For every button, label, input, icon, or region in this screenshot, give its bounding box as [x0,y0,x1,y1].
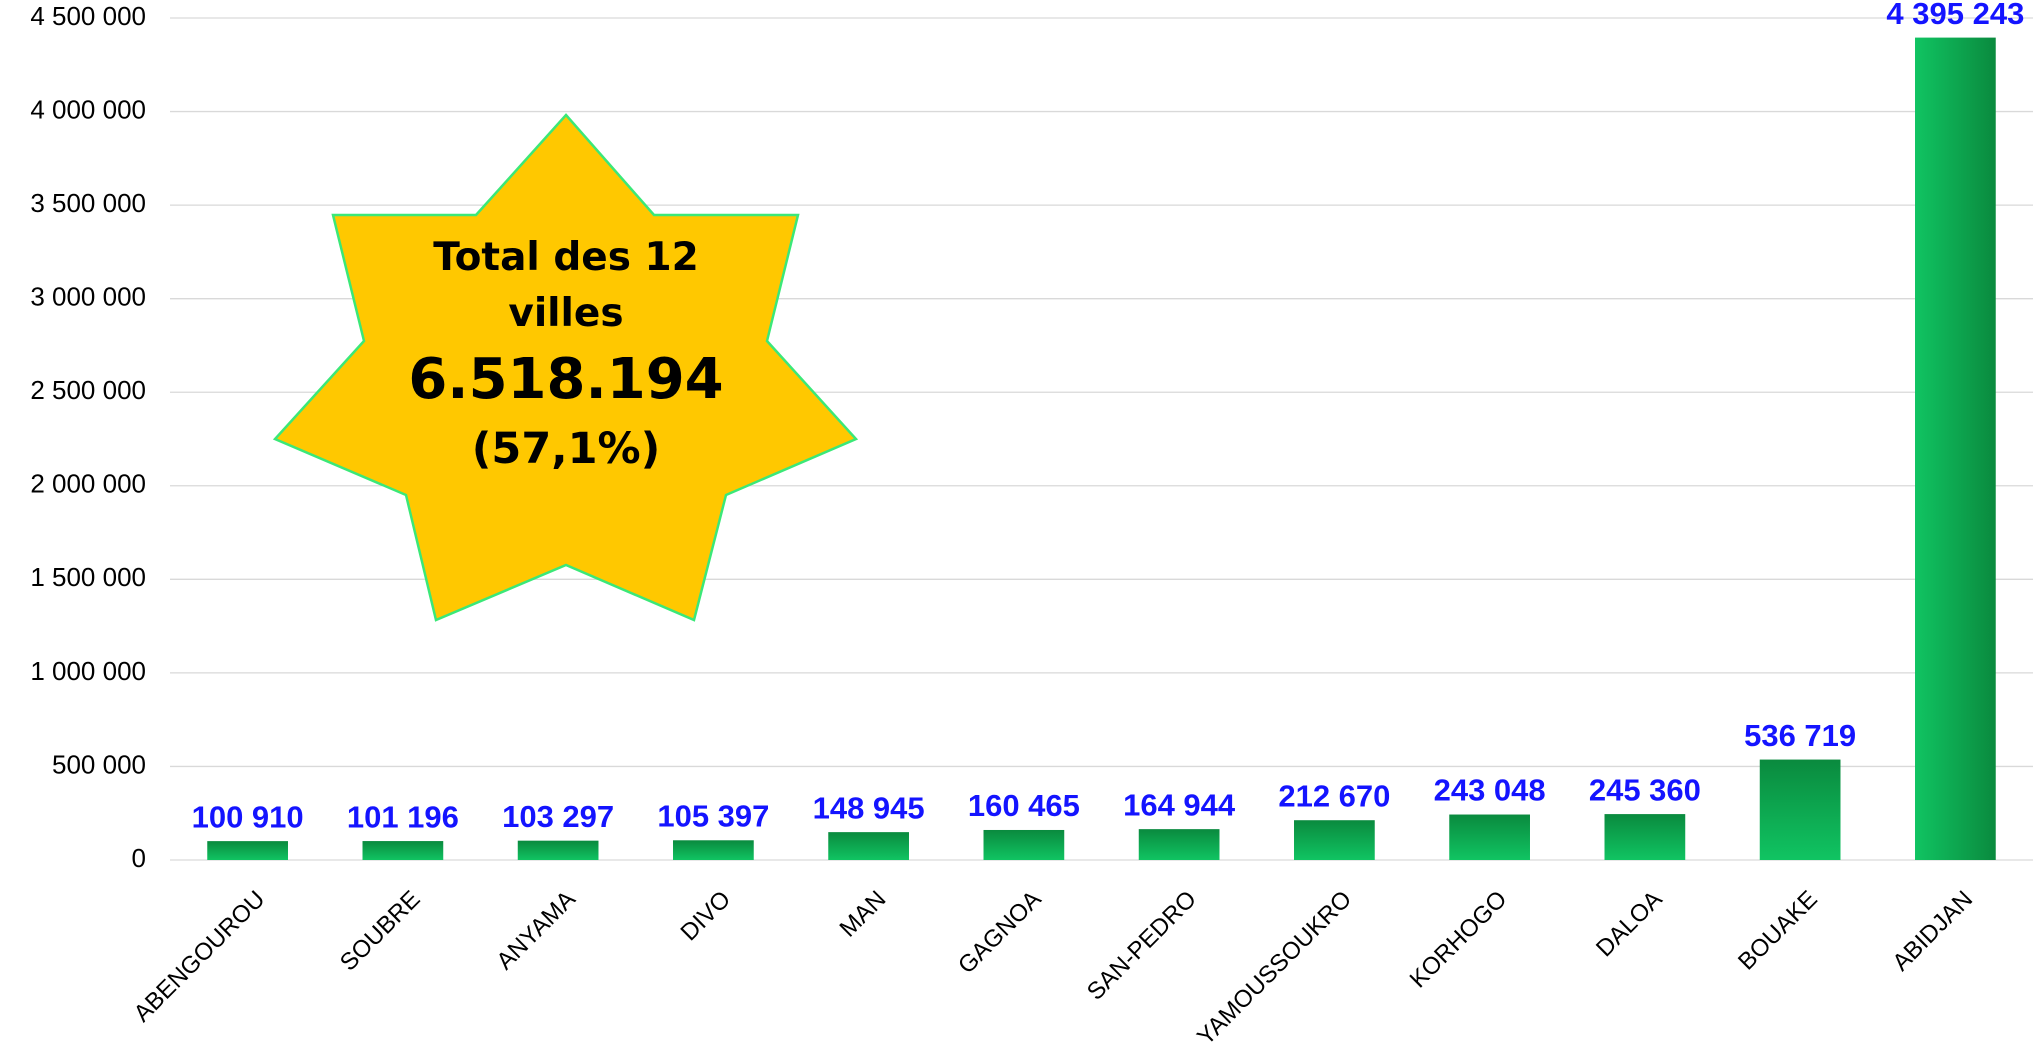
value-label: 105 397 [657,798,769,833]
star-text: Total des 12 villes 6.518.194 (57,1%) [408,235,724,474]
x-tick-label: GAGNOA [953,886,1047,980]
x-tick-label: DIVO [676,886,737,947]
annotation: 6.518.194 [408,347,724,412]
value-label: 148 945 [813,790,925,825]
bar [1294,820,1375,860]
bar [983,829,1065,860]
bar [362,841,444,860]
x-tick-label: ANYAMA [491,886,581,976]
bar [1915,37,1996,861]
value-label: 212 670 [1278,778,1390,813]
value-label: 536 719 [1744,718,1856,753]
bar [1449,814,1530,860]
x-tick-label: YAMOUSSOUKRO [1192,886,1357,1051]
x-tick-label: ABENGOUROU [129,886,271,1028]
y-tick-label: 4 000 000 [30,94,146,124]
x-tick-label: KORHOGO [1405,886,1513,994]
bar [207,841,288,860]
value-label: 4 395 243 [1886,0,2024,31]
y-tick-label: 2 500 000 [30,375,146,405]
value-label: 160 465 [968,788,1080,823]
x-tick-label: BOUAKE [1733,886,1823,976]
y-tick-label: 1 500 000 [30,562,146,592]
x-tick-label: SAN-PEDRO [1082,886,1202,1006]
annotation: (57,1%) [471,424,661,474]
y-tick-label: 1 000 000 [30,656,146,686]
x-tick-label: DALOA [1591,886,1668,963]
x-tick-label: MAN [835,886,892,943]
value-label: 164 944 [1123,787,1236,822]
x-tick-label: ABIDJAN [1887,886,1978,977]
annotation: Total des 12 villes [433,235,699,336]
star-shape [272,113,859,622]
bar [828,832,909,860]
y-tick-label: 500 000 [52,749,146,779]
bar [1604,814,1686,860]
y-tick-label: 2 000 000 [30,469,146,499]
value-label: 100 910 [192,799,304,834]
y-tick-label: 3 000 000 [30,282,146,312]
y-tick-label: 4 500 000 [30,1,146,31]
bar [517,840,599,860]
value-label: 103 297 [502,799,614,834]
value-label: 101 196 [347,799,459,834]
value-label: 243 048 [1434,773,1546,808]
x-tick-label: SOUBRE [335,886,426,977]
y-tick-label: 3 500 000 [30,188,146,218]
bar [673,840,754,860]
y-tick-label: 0 [132,843,146,873]
bar [1138,829,1220,860]
bar [1759,759,1841,860]
value-label: 245 360 [1589,772,1701,807]
